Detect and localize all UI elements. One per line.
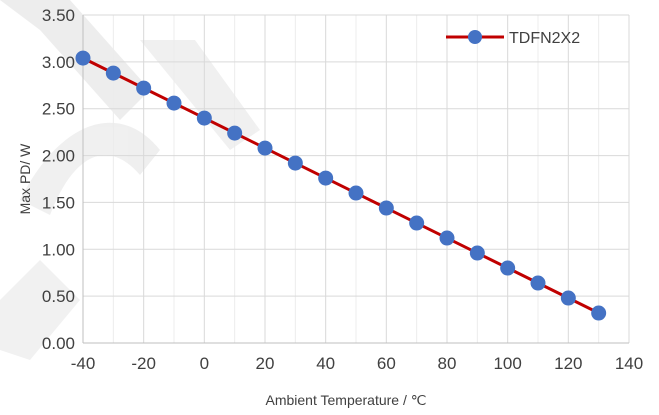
legend: TDFN2X2 [446, 30, 580, 47]
y-tick-label: 0.00 [42, 334, 75, 353]
x-tick-labels: -40 -20 0 20 40 60 80 100 120 140 [71, 354, 643, 373]
data-point [136, 80, 152, 96]
data-point [166, 95, 182, 111]
data-point [409, 215, 425, 231]
y-tick-label: 0.50 [42, 287, 75, 306]
data-point [257, 140, 273, 156]
y-tick-label: 1.50 [42, 193, 75, 212]
y-tick-label: 2.50 [42, 100, 75, 119]
y-tick-label: 3.50 [42, 6, 75, 25]
x-tick-label: 0 [200, 354, 209, 373]
data-point [196, 110, 212, 126]
y-tick-label: 2.00 [42, 147, 75, 166]
x-tick-label: -40 [71, 354, 96, 373]
grid [82, 14, 630, 344]
data-point [75, 50, 91, 66]
data-point [560, 290, 576, 306]
x-tick-label: 60 [377, 354, 396, 373]
axes [82, 15, 629, 344]
data-point [530, 275, 546, 291]
data-point [378, 200, 394, 216]
y-tick-label: 1.00 [42, 240, 75, 259]
series-group [75, 50, 607, 321]
watermark [0, 0, 260, 360]
series-line [82, 56, 600, 315]
data-point [500, 260, 516, 276]
data-point [439, 230, 455, 246]
data-point [591, 305, 607, 321]
data-point [469, 245, 485, 261]
x-tick-label: 80 [438, 354, 457, 373]
x-tick-label: 20 [256, 354, 275, 373]
x-tick-label: 40 [316, 354, 335, 373]
x-axis-title: Ambient Temperature / ℃ [266, 392, 427, 408]
x-tick-label: 140 [615, 354, 643, 373]
y-tick-labels: 0.00 0.50 1.00 1.50 2.00 2.50 3.00 3.50 [42, 6, 75, 353]
y-tick-label: 3.00 [42, 53, 75, 72]
legend-marker-swatch [468, 30, 482, 44]
x-tick-label: -20 [131, 354, 156, 373]
data-point [105, 65, 121, 81]
data-point [318, 170, 334, 186]
y-axis-title: Max PD/ W [17, 143, 33, 215]
data-point [227, 125, 243, 141]
data-point [348, 185, 364, 201]
legend-label: TDFN2X2 [509, 30, 580, 47]
data-point [287, 155, 303, 171]
x-tick-label: 120 [554, 354, 582, 373]
x-tick-label: 100 [493, 354, 521, 373]
